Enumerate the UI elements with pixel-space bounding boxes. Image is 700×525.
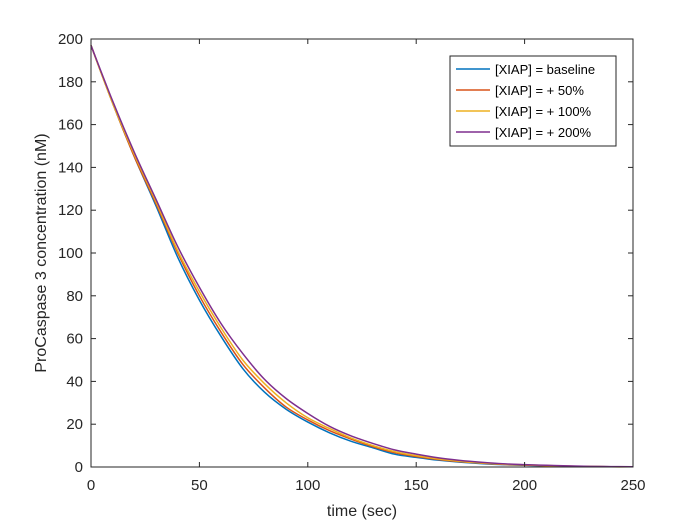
x-tick-labels: 0 50 100 150 200 250 (87, 477, 646, 494)
x-tick-label: 150 (404, 477, 429, 494)
y-tick-label: 180 (58, 74, 83, 91)
series-line-4 (90, 45, 634, 468)
x-tick-label: 50 (191, 477, 208, 494)
y-tick-label: 20 (66, 416, 83, 433)
y-tick-label: 0 (75, 459, 83, 476)
legend-label-3: [XIAP] = + 100% (495, 104, 592, 119)
x-tick-label: 250 (620, 477, 645, 494)
y-axis-label: ProCaspase 3 concentration (nM) (33, 133, 50, 372)
x-axis-label: time (sec) (327, 503, 397, 520)
legend-label-2: [XIAP] = + 50% (495, 83, 584, 98)
x-tick-label: 0 (87, 477, 95, 494)
legend-box (449, 55, 617, 147)
y-tick-label: 60 (66, 331, 83, 348)
y-tick-label: 140 (58, 159, 83, 176)
y-tick-label: 40 (66, 373, 83, 390)
plot-lines (90, 45, 634, 468)
x-tick-label: 200 (512, 477, 537, 494)
legend-label-4: [XIAP] = + 200% (495, 125, 592, 140)
x-tick-label: 100 (295, 477, 320, 494)
y-tick-label: 100 (58, 245, 83, 262)
legend: [XIAP] = baseline [XIAP] = + 50% [XIAP] = … (449, 55, 617, 147)
axis-ticks (90, 38, 634, 468)
y-tick-label: 160 (58, 117, 83, 134)
y-tick-label: 120 (58, 202, 83, 219)
y-tick-label: 200 (58, 31, 83, 48)
y-tick-labels: 0 20 40 60 80 100 120 140 160 180 200 (58, 31, 83, 476)
y-tick-label: 80 (66, 288, 83, 305)
legend-label-1: [XIAP] = baseline (495, 62, 595, 77)
